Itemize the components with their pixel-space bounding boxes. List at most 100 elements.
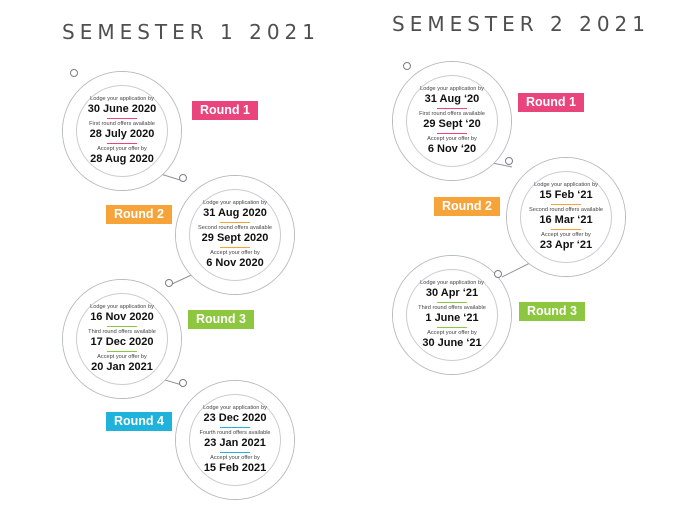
step-date: 29 Sept 2020 (201, 232, 269, 244)
step-divider (107, 351, 137, 353)
round-badge: Round 2 (106, 205, 172, 224)
round-badge: Round 3 (519, 302, 585, 321)
round-badge: Round 2 (434, 197, 500, 216)
round-badge: Round 1 (192, 101, 258, 120)
round-circle: Lodge your application by 23 Dec 2020 Four… (176, 381, 294, 499)
round-details: Lodge your application by 16 Nov 2020 Thir… (76, 293, 168, 385)
step-caption: Third round offers available (88, 329, 156, 335)
timeline-node (505, 157, 513, 165)
step-divider (551, 203, 581, 205)
step-date: 16 Mar ‘21 (539, 214, 593, 226)
semester-1-title: SEMESTER 1 2021 (62, 20, 321, 44)
round-details: Lodge your application by 30 Apr ‘21 Third… (406, 269, 498, 361)
round-step: First round offers available 28 July 2020 (89, 121, 155, 141)
step-caption: Lodge your application by (420, 279, 484, 286)
round-badge: Round 3 (188, 310, 254, 329)
round-step: Lodge your application by 23 Dec 2020 (203, 405, 267, 425)
timeline-node (403, 62, 411, 70)
step-divider (107, 325, 137, 327)
step-date: 15 Feb ‘21 (539, 188, 593, 201)
step-date: 17 Dec 2020 (90, 336, 154, 348)
round-step: Lodge your application by 30 June 2020 (88, 96, 157, 116)
round-circle: Lodge your application by 15 Feb ‘21 Secon… (507, 158, 625, 276)
step-caption: Lodge your application by (90, 95, 154, 102)
round-step: Lodge your application by 31 Aug 2020 (203, 200, 267, 220)
step-date: 30 Apr ‘21 (425, 286, 479, 299)
round-badge: Round 1 (518, 93, 584, 112)
round-step: Lodge your application by 30 Apr ‘21 (420, 280, 484, 300)
round-step: Lodge your application by 31 Aug ‘20 (420, 86, 484, 106)
step-caption: First round offers available (419, 111, 485, 117)
step-date: 30 June 2020 (87, 102, 157, 115)
connector-s2-r2-r3 (501, 262, 531, 278)
step-date: 15 Feb 2021 (203, 462, 267, 475)
step-divider (220, 452, 250, 454)
step-date: 6 Nov 2020 (206, 257, 264, 270)
step-date: 29 Sept ‘20 (423, 118, 481, 130)
step-date: 6 Nov ‘20 (427, 143, 477, 156)
step-caption: Lodge your application by (90, 303, 154, 310)
step-date: 16 Nov 2020 (90, 310, 154, 323)
step-divider (107, 117, 137, 119)
step-date: 20 Jan 2021 (91, 361, 153, 374)
round-step: Accept your offer by 6 Nov ‘20 (427, 136, 477, 156)
step-date: 30 June ‘21 (422, 337, 482, 350)
round-details: Lodge your application by 31 Aug 2020 Seco… (189, 189, 281, 281)
step-caption: Lodge your application by (534, 181, 598, 188)
step-date: 1 June ‘21 (425, 312, 479, 324)
round-step: Accept your offer by 15 Feb 2021 (204, 455, 266, 475)
round-step: Accept your offer by 6 Nov 2020 (206, 250, 263, 270)
step-caption: Accept your offer by (541, 232, 591, 239)
timeline-node (70, 69, 78, 77)
step-caption: Accept your offer by (97, 354, 147, 361)
semester-2-title: SEMESTER 2 2021 (392, 12, 651, 36)
round-step: Third round offers available 1 June ‘21 (418, 305, 486, 325)
round-step: First round offers available 29 Sept ‘20 (419, 111, 485, 131)
step-divider (107, 143, 137, 145)
step-date: 23 Dec 2020 (203, 411, 267, 424)
timeline-node (165, 279, 173, 287)
step-divider (437, 133, 467, 135)
step-caption: Second round offers available (529, 207, 603, 213)
step-date: 23 Apr ‘21 (539, 239, 593, 252)
step-divider (551, 229, 581, 231)
step-date: 31 Aug ‘20 (424, 92, 480, 105)
round-details: Lodge your application by 15 Feb ‘21 Secon… (520, 171, 612, 263)
round-step: Accept your offer by 28 Aug 2020 (90, 146, 154, 166)
timeline-node (179, 174, 187, 182)
step-caption: First round offers available (89, 121, 155, 127)
round-details: Lodge your application by 31 Aug ‘20 First… (406, 75, 498, 167)
step-divider (437, 107, 467, 109)
step-caption: Lodge your application by (203, 199, 267, 206)
step-caption: Accept your offer by (210, 250, 260, 257)
step-date: 28 Aug 2020 (90, 153, 154, 166)
round-step: Lodge your application by 15 Feb ‘21 (534, 182, 598, 202)
step-date: 31 Aug 2020 (203, 206, 267, 219)
round-badge: Round 4 (106, 412, 172, 431)
timeline-node (494, 270, 502, 278)
round-step: Accept your offer by 20 Jan 2021 (91, 354, 153, 374)
step-divider (437, 301, 467, 303)
step-caption: Lodge your application by (203, 404, 267, 411)
step-caption: Lodge your application by (420, 85, 484, 92)
round-circle: Lodge your application by 31 Aug 2020 Seco… (176, 176, 294, 294)
round-step: Lodge your application by 16 Nov 2020 (90, 304, 154, 324)
round-step: Accept your offer by 23 Apr ‘21 (540, 232, 592, 252)
step-date: 23 Jan 2021 (204, 437, 266, 449)
step-caption: Third round offers available (418, 305, 486, 311)
step-divider (220, 247, 250, 249)
round-circle: Lodge your application by 30 June 2020 Fir… (63, 72, 181, 190)
round-details: Lodge your application by 30 June 2020 Fir… (76, 85, 168, 177)
step-caption: Accept your offer by (97, 146, 147, 153)
round-circle: Lodge your application by 31 Aug ‘20 First… (393, 62, 511, 180)
step-caption: Second round offers available (198, 225, 272, 231)
step-divider (220, 221, 250, 223)
round-circle: Lodge your application by 16 Nov 2020 Thir… (63, 280, 181, 398)
round-step: Second round offers available 16 Mar ‘21 (529, 207, 603, 227)
round-details: Lodge your application by 23 Dec 2020 Four… (189, 394, 281, 486)
round-step: Third round offers available 17 Dec 2020 (88, 329, 156, 349)
timeline-node (179, 379, 187, 387)
round-step: Accept your offer by 30 June ‘21 (422, 330, 481, 350)
step-caption: Accept your offer by (210, 455, 260, 462)
round-step: Fourth round offers available 23 Jan 2021 (199, 430, 270, 450)
